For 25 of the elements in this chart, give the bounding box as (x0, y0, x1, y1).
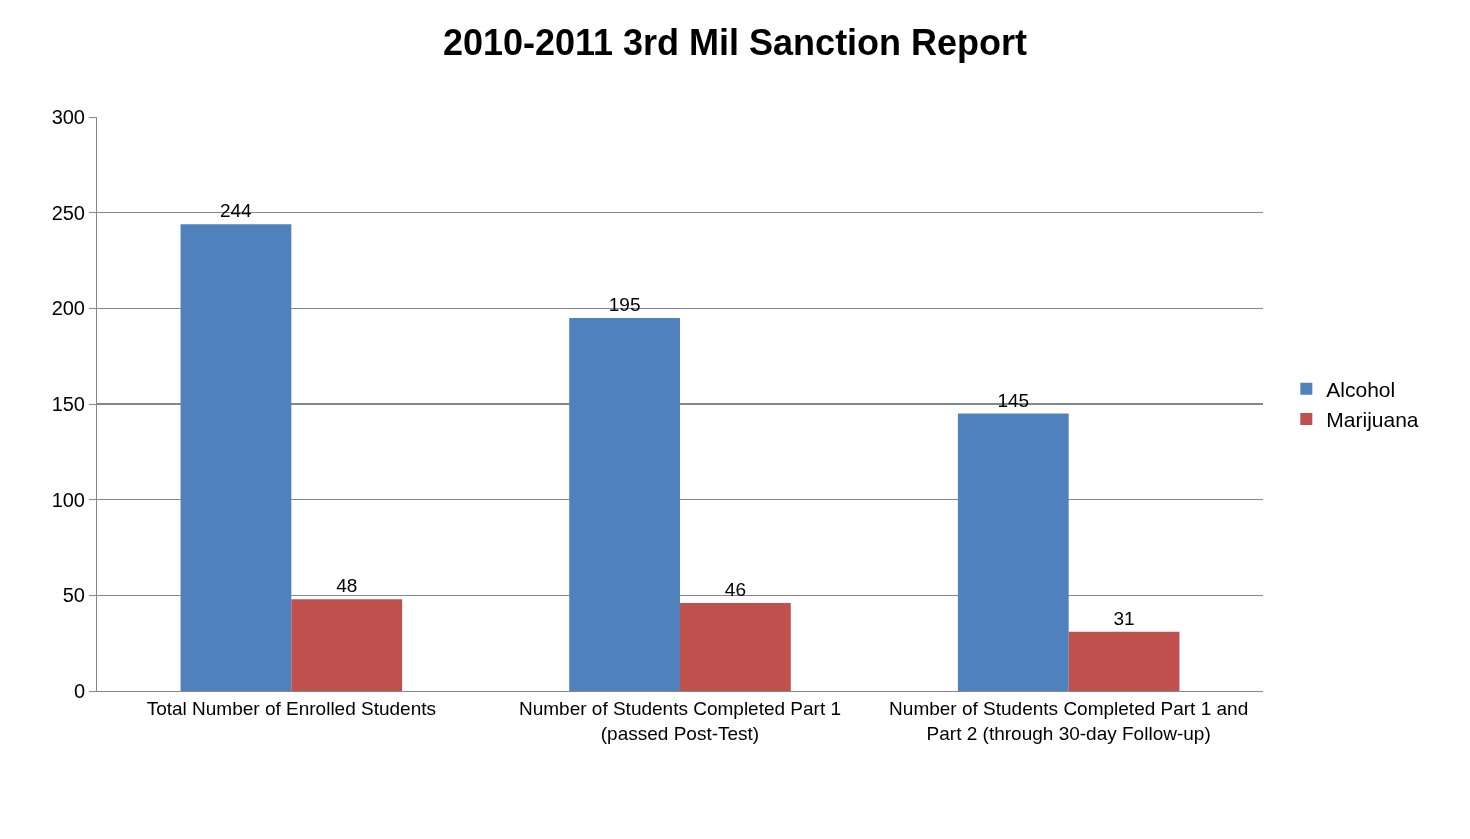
legend-label: Marijuana (1326, 408, 1419, 432)
y-tick-label: 150 (51, 393, 85, 415)
bar (180, 224, 292, 691)
x-tick-label: Number of Students Completed Part 1 (passed Post-Test) (518, 697, 842, 744)
data-label: 31 (1113, 607, 1135, 629)
data-label: 145 (997, 389, 1030, 411)
data-label: 46 (724, 578, 746, 600)
x-tick-label: Number of Students Completed Part 1 and Part 2 (through 30-day Follow-up) (889, 697, 1249, 744)
bar (291, 599, 403, 691)
x-tick-label: Total Number of Enrolled Students (146, 697, 437, 719)
data-label: 244 (219, 200, 253, 222)
bar (680, 602, 791, 691)
legend-label: Alcohol (1326, 377, 1396, 401)
bar (957, 413, 1069, 691)
bar (569, 317, 680, 691)
y-tick-label: 300 (51, 106, 85, 128)
y-tick-label: 250 (51, 201, 85, 224)
y-tick-label: 100 (51, 488, 85, 511)
y-tick-label: 0 (73, 680, 85, 702)
data-label: 195 (608, 293, 641, 315)
data-label: 48 (336, 575, 358, 597)
bar (1068, 631, 1180, 691)
y-tick-label: 50 (62, 584, 85, 607)
y-tick-label: 200 (51, 297, 85, 320)
chart-title: 2010-2011 3rd Mil Sanction Report (442, 21, 1028, 63)
